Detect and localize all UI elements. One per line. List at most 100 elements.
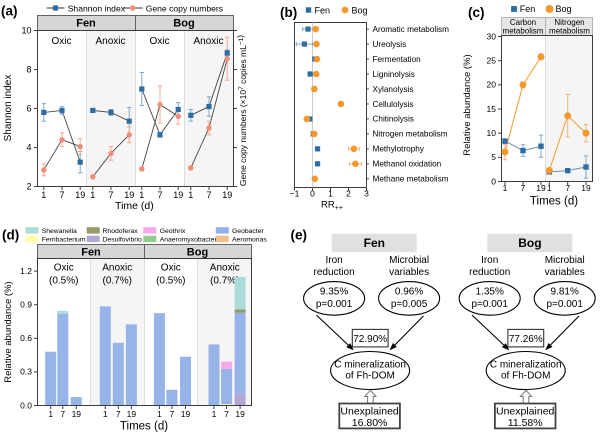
svg-text:Xylanolysis: Xylanolysis	[373, 85, 414, 94]
svg-text:−1: −1	[290, 189, 300, 199]
svg-text:19: 19	[222, 190, 232, 200]
svg-text:C mineralization: C mineralization	[334, 360, 406, 371]
svg-text:of Fh-DOM: of Fh-DOM	[345, 371, 394, 382]
svg-text:19: 19	[72, 409, 82, 419]
svg-text:Desulfovibrio: Desulfovibrio	[103, 237, 143, 244]
svg-text:19: 19	[536, 183, 546, 193]
svg-text:metabolism: metabolism	[503, 27, 544, 36]
svg-text:variables: variables	[545, 267, 585, 278]
svg-text:Anoxic: Anoxic	[210, 263, 240, 274]
svg-text:7: 7	[59, 190, 64, 200]
svg-text:Oxic: Oxic	[150, 36, 170, 47]
svg-text:(d): (d)	[2, 228, 19, 243]
svg-text:7: 7	[116, 409, 121, 419]
svg-text:p=0.001: p=0.001	[316, 299, 353, 310]
svg-text:7: 7	[206, 190, 211, 200]
svg-text:0.3: 0.3	[20, 367, 32, 377]
svg-text:7: 7	[108, 190, 113, 200]
svg-text:30: 30	[487, 31, 497, 41]
svg-text:Bog: Bog	[187, 246, 208, 258]
svg-text:1: 1	[212, 409, 217, 419]
svg-text:Bog: Bog	[173, 18, 194, 30]
svg-text:25: 25	[487, 55, 497, 65]
svg-text:Methanol oxidation: Methanol oxidation	[373, 160, 442, 169]
svg-text:Geothrix: Geothrix	[160, 228, 186, 235]
svg-text:Shewanella: Shewanella	[42, 228, 77, 235]
svg-text:Aromatic metabolism: Aromatic metabolism	[373, 25, 450, 34]
svg-text:Fen: Fen	[364, 236, 385, 250]
svg-text:2: 2	[346, 189, 351, 199]
svg-text:19: 19	[124, 190, 134, 200]
svg-text:77.26%: 77.26%	[509, 334, 543, 345]
svg-text:19: 19	[127, 409, 137, 419]
svg-text:Gene copy numbers (×107 copies: Gene copy numbers (×107 copies mL−1)	[235, 35, 248, 186]
svg-text:6: 6	[26, 104, 31, 114]
svg-text:Relative abundance (%): Relative abundance (%)	[462, 54, 473, 155]
svg-text:1.2: 1.2	[20, 266, 32, 276]
svg-text:Anoxic: Anoxic	[193, 36, 223, 47]
svg-text:9.81%: 9.81%	[551, 287, 579, 298]
svg-text:7: 7	[224, 409, 229, 419]
svg-text:Bog: Bog	[352, 6, 368, 16]
svg-text:1.35%: 1.35%	[476, 287, 504, 298]
svg-text:of Fh-DOM: of Fh-DOM	[501, 371, 550, 382]
svg-text:Cellulolysis: Cellulolysis	[373, 100, 414, 109]
svg-text:1: 1	[41, 190, 46, 200]
svg-text:7: 7	[521, 183, 526, 193]
svg-text:reduction: reduction	[314, 267, 355, 278]
svg-text:metabolism: metabolism	[549, 27, 590, 36]
svg-text:16.80%: 16.80%	[352, 417, 388, 429]
svg-text:Ligninolysis: Ligninolysis	[373, 70, 415, 79]
svg-text:Fen: Fen	[315, 6, 331, 16]
svg-text:Carbon: Carbon	[510, 18, 536, 27]
svg-text:4: 4	[26, 143, 31, 153]
svg-text:Nitrogen metabolism: Nitrogen metabolism	[373, 130, 448, 139]
svg-text:Unexplained: Unexplained	[340, 405, 399, 417]
svg-text:3: 3	[364, 189, 369, 199]
svg-text:19: 19	[581, 183, 591, 193]
svg-text:Fermentation: Fermentation	[373, 55, 422, 64]
svg-text:Iron: Iron	[481, 255, 498, 266]
svg-text:Gene copy numbers: Gene copy numbers	[146, 3, 223, 13]
svg-text:Iron: Iron	[325, 255, 342, 266]
svg-text:2: 2	[26, 182, 31, 192]
svg-text:10: 10	[21, 26, 31, 36]
svg-text:15: 15	[487, 104, 497, 114]
svg-text:Relative abundance (%): Relative abundance (%)	[3, 281, 14, 382]
svg-text:Microbial: Microbial	[389, 255, 429, 266]
svg-text:8: 8	[26, 65, 31, 75]
svg-text:Methane metabolism: Methane metabolism	[373, 175, 449, 184]
svg-text:Fen: Fen	[76, 18, 96, 30]
svg-text:0.9: 0.9	[20, 300, 32, 310]
svg-text:Ferribacterium: Ferribacterium	[42, 237, 86, 244]
svg-text:C mineralization: C mineralization	[490, 360, 562, 371]
svg-text:0: 0	[310, 189, 315, 199]
svg-text:0.6: 0.6	[20, 333, 32, 343]
svg-text:11.58%: 11.58%	[508, 417, 543, 429]
svg-text:(a): (a)	[1, 4, 18, 19]
svg-text:reduction: reduction	[469, 267, 510, 278]
svg-text:Chitinolysis: Chitinolysis	[373, 115, 414, 124]
svg-text:Anoxic: Anoxic	[102, 263, 132, 274]
svg-text:Shannon index: Shannon index	[3, 75, 14, 142]
svg-text:1: 1	[103, 409, 108, 419]
svg-text:1: 1	[48, 409, 53, 419]
svg-text:Geobacter: Geobacter	[232, 228, 264, 235]
svg-text:Times (d): Times (d)	[120, 421, 168, 433]
svg-text:variables: variables	[389, 267, 429, 278]
svg-text:72.90%: 72.90%	[353, 334, 387, 345]
svg-text:9.35%: 9.35%	[320, 287, 348, 298]
svg-text:Methylotrophy: Methylotrophy	[373, 145, 425, 154]
svg-text:19: 19	[75, 190, 85, 200]
svg-text:1: 1	[90, 190, 95, 200]
svg-text:7: 7	[170, 409, 175, 419]
svg-text:(0.5%): (0.5%)	[156, 276, 185, 287]
svg-text:Fen: Fen	[81, 246, 101, 258]
svg-text:Microbial: Microbial	[545, 255, 585, 266]
svg-text:Oxic: Oxic	[161, 263, 181, 274]
svg-text:Unexplained: Unexplained	[496, 405, 555, 417]
svg-text:1: 1	[188, 190, 193, 200]
svg-text:p=0.001: p=0.001	[546, 299, 583, 310]
svg-text:0: 0	[491, 176, 496, 186]
svg-text:Oxic: Oxic	[52, 36, 72, 47]
